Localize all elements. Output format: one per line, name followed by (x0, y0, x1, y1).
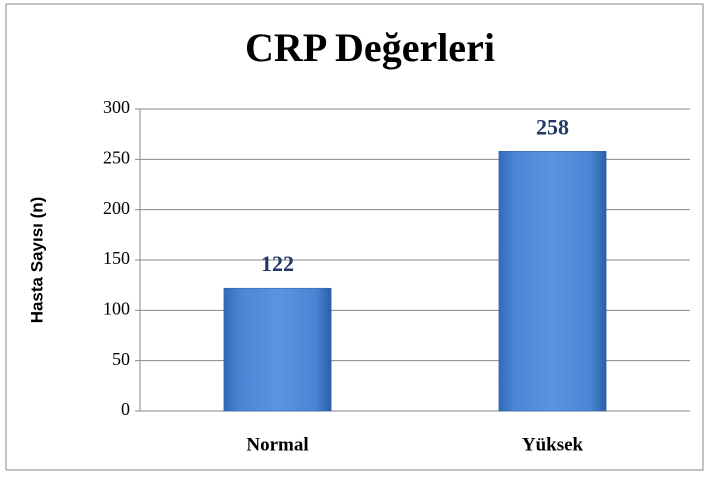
bar (498, 151, 607, 412)
y-tick-label: 0 (121, 399, 130, 419)
y-tick-label: 50 (112, 349, 130, 369)
data-label: 122 (261, 251, 294, 276)
data-label: 258 (536, 114, 569, 139)
y-axis-label: Hasta Sayısı (n) (27, 197, 46, 324)
x-tick-label: Normal (246, 434, 308, 455)
chart-title: CRP Değerleri (245, 25, 495, 70)
y-tick-label: 250 (103, 147, 130, 167)
x-tick-label: Yüksek (522, 434, 584, 455)
y-tick-label: 300 (103, 97, 130, 117)
y-tick-label: 200 (103, 198, 130, 218)
bar (223, 287, 332, 412)
y-tick-label: 100 (103, 298, 130, 318)
y-tick-label: 150 (103, 248, 130, 268)
